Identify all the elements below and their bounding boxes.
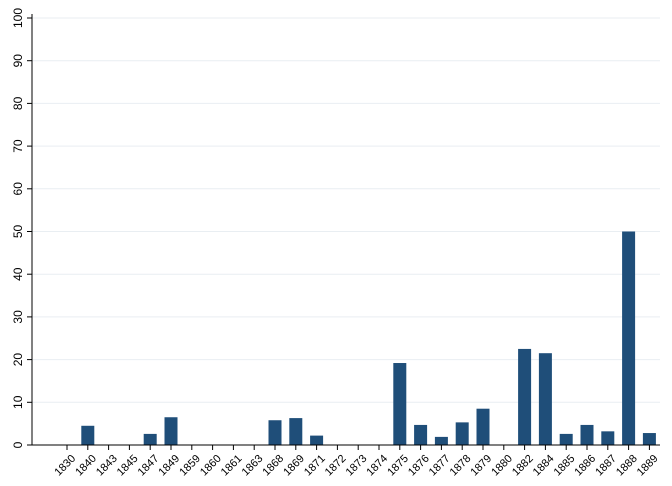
x-tick-label: 1843 [94,453,120,479]
y-tick-label: 80 [11,96,25,110]
x-tick-label: 1882 [510,453,536,479]
y-tick-label: 40 [11,267,25,281]
y-tick-label: 60 [11,182,25,196]
axes [27,14,660,450]
y-tick-label: 20 [11,353,25,367]
y-tick-label: 100 [11,8,25,28]
x-tick-label: 1872 [323,453,349,479]
x-tick-label: 1879 [468,453,494,479]
x-tick-label: 1885 [552,453,578,479]
bar-1875 [393,363,407,445]
x-tick-label: 1840 [73,453,99,479]
bar-1849 [164,417,178,445]
bar-1879 [476,408,490,445]
x-tick-label: 1889 [635,453,661,479]
x-tick-label: 1863 [240,453,266,479]
bar-1886 [580,424,594,445]
y-tick-label: 50 [11,225,25,239]
x-tick-label: 1849 [156,453,182,479]
bar-1869 [289,418,303,445]
x-tick-label: 1874 [364,453,390,479]
x-tick-label: 1830 [52,453,78,479]
y-tick-label: 0 [11,441,25,448]
x-tick-labels: 1830184018431845184718491859186018611863… [52,453,660,479]
bar-1884 [538,353,552,445]
x-tick-label: 1868 [260,453,286,479]
x-tick-label: 1877 [427,453,453,479]
bar-1877 [434,436,448,445]
x-tick-label: 1847 [136,453,162,479]
y-tick-label: 70 [11,139,25,153]
gridlines [32,17,660,403]
x-tick-label: 1871 [302,453,328,479]
bar-1878 [455,422,469,445]
x-tick-label: 1845 [115,453,141,479]
bar-1888 [622,231,636,445]
bar-1885 [559,433,573,445]
bar-1840 [81,425,95,445]
x-tick-label: 1861 [219,453,245,479]
x-tick-label: 1876 [406,453,432,479]
bar-1882 [518,348,532,445]
x-tick-label: 1860 [198,453,224,479]
x-tick-label: 1888 [614,453,640,479]
bar-1868 [268,420,282,445]
y-tick-label: 10 [11,395,25,409]
x-tick-label: 1869 [281,453,307,479]
x-tick-label: 1886 [572,453,598,479]
y-tick-labels: 0 10 20 30 40 50 60 70 80 90 100 [11,8,25,449]
bars [81,231,656,445]
x-tick-label: 1884 [531,453,557,479]
y-tick-label: 30 [11,310,25,324]
bar-1871 [310,435,324,445]
bar-1847 [143,433,157,445]
x-tick-label: 1878 [448,453,474,479]
y-tick-label: 90 [11,54,25,68]
x-tick-label: 1887 [593,453,619,479]
x-tick-label: 1875 [385,453,411,479]
x-tick-label: 1880 [489,453,515,479]
x-tick-label: 1873 [344,453,370,479]
x-tick-label: 1859 [177,453,203,479]
bar-1889 [642,433,656,445]
bar-1887 [601,431,615,445]
bar-1876 [414,424,428,445]
